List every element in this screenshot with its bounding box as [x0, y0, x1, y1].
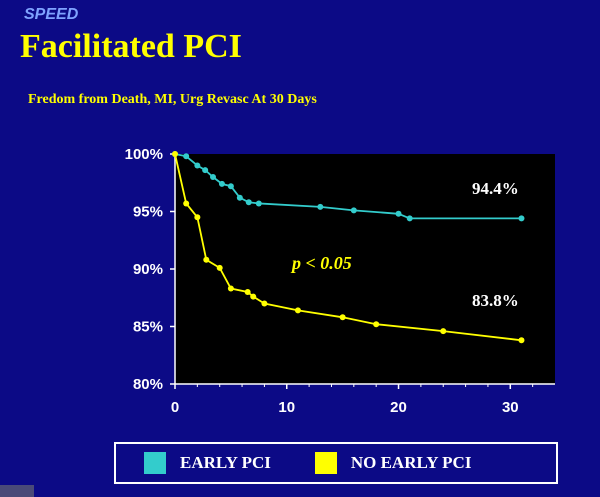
data-point-no-early-pci [216, 264, 223, 271]
x-tick-label: 0 [171, 399, 179, 416]
survival-chart: 80% 85% 90% 95% 100% 0 10 20 30 p < 0.05 94.4% 8… [125, 146, 555, 416]
no-early-pci-end-label: 83.8% [472, 291, 519, 310]
legend-label-early-pci: EARLY PCI [180, 453, 271, 472]
chart-subtitle: Fredom from Death, MI, Urg Revasc At 30 … [28, 92, 317, 107]
slide-section-label: SPEED [24, 6, 79, 23]
data-point-early-pci [395, 210, 402, 217]
x-tick-label: 20 [390, 399, 407, 416]
data-point-no-early-pci [518, 337, 525, 344]
data-point-no-early-pci [261, 300, 268, 307]
data-point-no-early-pci [244, 289, 251, 295]
early-pci-end-label: 94.4% [472, 179, 519, 198]
data-point-early-pci [350, 207, 357, 214]
legend-label-no-early-pci: NO EARLY PCI [350, 453, 472, 472]
data-point-early-pci [210, 174, 216, 180]
legend-item-no-early-pci: NO EARLY PCI [314, 452, 472, 474]
legend-swatch-no-early-pci [314, 452, 337, 474]
data-point-early-pci [183, 153, 190, 160]
data-point-no-early-pci [250, 293, 257, 300]
y-tick-label: 80% [133, 376, 163, 393]
data-point-early-pci [218, 180, 225, 187]
data-point-early-pci [194, 162, 201, 169]
y-tick-label: 90% [133, 261, 163, 278]
p-value-annotation: p < 0.05 [290, 253, 352, 273]
series-layer [172, 151, 525, 344]
data-point-no-early-pci [172, 151, 178, 157]
legend-swatch-early-pci [144, 452, 166, 474]
data-point-no-early-pci [183, 200, 190, 207]
data-point-early-pci [245, 199, 252, 206]
data-point-no-early-pci [227, 285, 234, 292]
y-tick-label: 95% [133, 204, 163, 221]
x-tick-label: 10 [278, 399, 295, 416]
y-tick-label: 100% [125, 146, 163, 163]
data-point-no-early-pci [339, 314, 346, 321]
data-point-no-early-pci [440, 328, 447, 335]
data-point-no-early-pci [294, 307, 301, 314]
data-point-early-pci [202, 167, 209, 174]
legend-item-early-pci: EARLY PCI [144, 452, 271, 474]
series-line-no-early-pci [174, 153, 522, 342]
corner-mark [0, 485, 34, 497]
data-point-early-pci [227, 183, 234, 190]
data-point-early-pci [518, 215, 525, 222]
plot-area [175, 154, 555, 384]
data-point-no-early-pci [203, 256, 210, 263]
x-tick-label: 30 [502, 399, 519, 416]
y-tick-label: 85% [133, 319, 163, 336]
chart-legend: EARLY PCI NO EARLY PCI [114, 442, 558, 484]
data-point-early-pci [236, 194, 243, 201]
data-point-no-early-pci [373, 321, 380, 328]
data-point-no-early-pci [194, 214, 201, 221]
data-point-early-pci [255, 200, 262, 207]
data-point-early-pci [317, 203, 324, 210]
data-point-early-pci [406, 215, 413, 222]
slide-title: Facilitated PCI [20, 28, 242, 65]
